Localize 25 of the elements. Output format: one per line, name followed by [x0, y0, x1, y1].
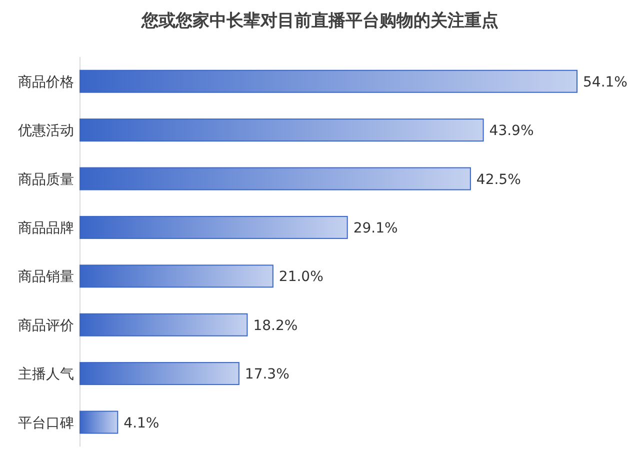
y-tick-label: 商品价格: [18, 74, 74, 90]
bar: [80, 216, 348, 239]
data-label: 29.1%: [353, 220, 398, 236]
y-tick-label: 商品质量: [18, 172, 74, 188]
y-tick-label: 优惠活动: [18, 123, 74, 140]
y-tick-label: 商品销量: [18, 269, 74, 286]
y-tick-label: 平台口碑: [18, 415, 74, 432]
data-label: 54.1%: [583, 74, 628, 90]
bar: [80, 167, 471, 190]
bar: [80, 70, 578, 93]
chart-title: 您或您家中长辈对目前直播平台购物的关注重点: [140, 11, 498, 31]
bar: [80, 362, 240, 386]
y-tick-label: 商品品牌: [18, 220, 74, 236]
bar: [80, 118, 484, 142]
data-label: 18.2%: [253, 318, 298, 334]
data-label: 4.1%: [124, 415, 160, 432]
data-label: 21.0%: [278, 269, 324, 286]
data-label: 42.5%: [476, 172, 521, 188]
y-tick-label: 商品评价: [18, 318, 74, 334]
data-label: 17.3%: [244, 366, 290, 383]
y-tick-label: 主播人气: [18, 366, 74, 383]
data-label: 43.9%: [489, 123, 534, 140]
bar: [80, 264, 274, 288]
bar: [80, 313, 248, 336]
bar: [80, 410, 118, 434]
